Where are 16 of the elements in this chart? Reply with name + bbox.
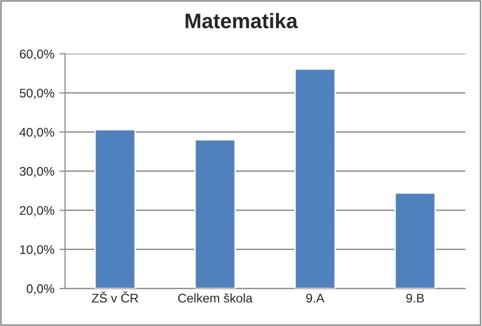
y-tick-label: 60,0% <box>20 50 54 60</box>
bar <box>194 139 236 289</box>
chart-title: Matematika <box>186 13 298 28</box>
bar <box>94 128 136 289</box>
x-tick-label: 9.A <box>306 294 324 303</box>
y-tick-label: 40,0% <box>20 128 54 138</box>
y-tick-label: 30,0% <box>20 166 54 178</box>
bar <box>294 68 336 289</box>
x-tick-label: Celkem škola <box>178 293 253 303</box>
x-tick-label: 9.B <box>406 294 424 303</box>
y-tick-label: 10,0% <box>20 245 54 256</box>
x-tick-label: ZŠ v ČR <box>92 292 138 303</box>
y-tick-label: 50,0% <box>20 88 54 100</box>
y-tick-label: 0,0% <box>26 284 54 295</box>
bar <box>394 192 436 289</box>
y-tick-label: 20,0% <box>20 206 54 216</box>
